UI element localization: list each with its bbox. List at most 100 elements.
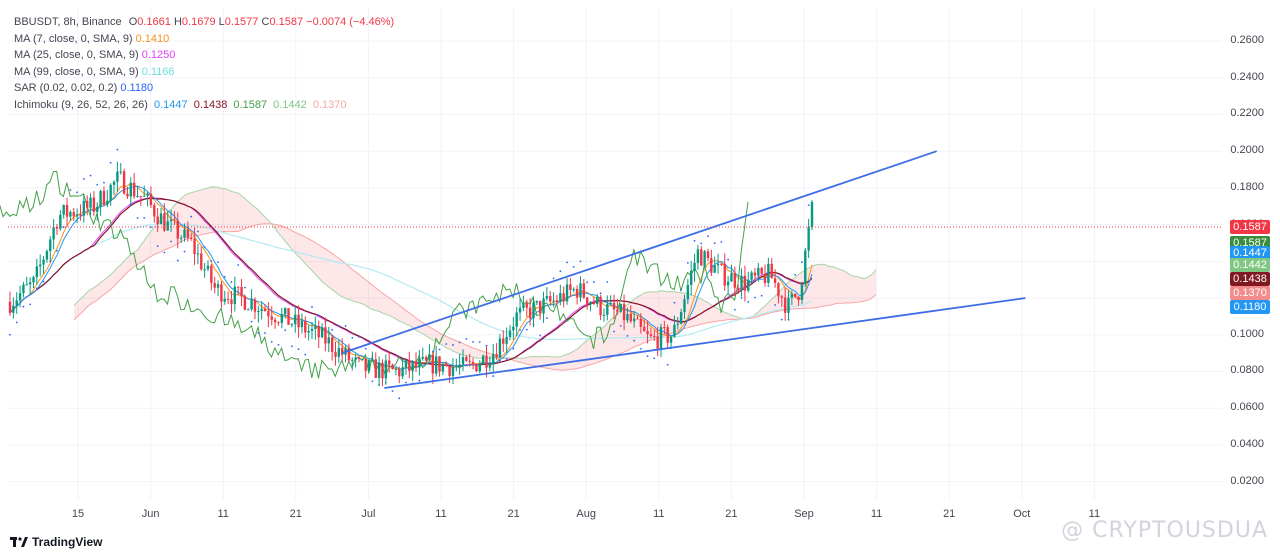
- candle-body: [280, 314, 284, 323]
- candle-body: [599, 296, 602, 316]
- candle-body: [314, 325, 317, 329]
- sar-dot: [358, 335, 360, 338]
- ichimoku-row[interactable]: Ichimoku (9, 26, 52, 26, 26) 0.1447 0.14…: [14, 97, 394, 114]
- candle-body: [495, 354, 498, 358]
- candle-body: [49, 239, 52, 252]
- candle-body: [693, 262, 696, 271]
- candle-body: [424, 357, 428, 361]
- ma99-value: 0.1166: [141, 65, 175, 78]
- candle-body: [65, 205, 69, 217]
- price-axis-tick: 0.2200: [1230, 107, 1264, 120]
- candle-body: [559, 293, 562, 303]
- candle-body: [226, 298, 230, 300]
- low-label: L: [218, 16, 225, 28]
- candle-body: [723, 264, 726, 286]
- candle-body: [287, 308, 290, 325]
- candle-body: [203, 269, 206, 271]
- candle-body: [445, 363, 448, 367]
- candle-body: [156, 216, 159, 225]
- sar-dot: [774, 304, 776, 306]
- candle-body: [55, 227, 59, 229]
- sar-dot: [270, 340, 273, 343]
- sar-dot: [351, 336, 354, 339]
- time-axis-tick: Jul: [361, 508, 376, 520]
- sar-dot: [492, 375, 495, 377]
- candle-body: [538, 300, 542, 314]
- ma99-row[interactable]: MA (99, close, 0, SMA, 9) 0.1166: [14, 64, 394, 81]
- sar-dot: [458, 341, 461, 344]
- sar-dot: [391, 390, 394, 392]
- sar-dot: [680, 289, 683, 291]
- candle-body: [179, 237, 183, 239]
- candle-body: [401, 367, 404, 377]
- candle-body: [669, 336, 673, 343]
- candle-body: [790, 293, 794, 298]
- price-axis-tick: 0.2600: [1230, 34, 1264, 47]
- candle-body: [757, 267, 760, 276]
- sar-dot: [337, 324, 340, 327]
- candle-body: [139, 195, 143, 197]
- tradingview-logo[interactable]: TradingView: [10, 535, 102, 549]
- tradingview-icon: [10, 537, 28, 547]
- ma7-row[interactable]: MA (7, close, 0, SMA, 9) 0.1410: [14, 31, 394, 48]
- candle-body: [270, 316, 273, 320]
- candle-body: [733, 273, 737, 288]
- price-axis-tick: 0.0200: [1230, 474, 1264, 487]
- ma25-row[interactable]: MA (25, close, 0, SMA, 9) 0.1250: [14, 47, 394, 64]
- candle-body: [89, 197, 92, 208]
- sar-dot: [733, 308, 736, 311]
- sar-dot: [42, 280, 45, 283]
- candle-body: [767, 263, 770, 283]
- candle-body: [716, 263, 720, 266]
- time-axis-tick: 15: [71, 508, 85, 520]
- candle-body: [310, 328, 314, 331]
- candle-body: [643, 326, 646, 332]
- candle-body: [143, 195, 146, 197]
- candle-body: [307, 330, 310, 333]
- sar-dot: [129, 203, 132, 206]
- candle-body: [32, 277, 35, 283]
- candle-body: [518, 307, 522, 313]
- price-badge: 0.1438: [1230, 272, 1270, 287]
- candle-body: [216, 284, 220, 288]
- sar-dot: [143, 216, 146, 219]
- candle-body: [673, 324, 676, 337]
- candle-body: [176, 220, 179, 239]
- candle-body: [240, 286, 243, 297]
- candle-body: [602, 314, 606, 316]
- candle-body: [428, 354, 431, 361]
- time-axis-tick: Oct: [1013, 508, 1031, 520]
- time-axis-tick: 21: [507, 508, 520, 520]
- candle-body: [666, 327, 669, 343]
- candle-body: [609, 302, 612, 305]
- candle-body: [236, 286, 240, 288]
- sar-row[interactable]: SAR (0.02, 0.02, 0.2) 0.1180: [14, 80, 394, 97]
- time-axis-tick: 21: [725, 508, 738, 520]
- sar-dot: [700, 242, 703, 245]
- price-badge: 0.1447: [1230, 245, 1270, 260]
- time-axis-tick: 11: [870, 508, 883, 520]
- candle-body: [384, 360, 388, 379]
- candle-body: [592, 302, 596, 304]
- candle-body: [458, 364, 461, 367]
- candle-body: [146, 193, 149, 196]
- sar-dot: [364, 347, 367, 350]
- candle-body: [243, 296, 247, 310]
- time-axis-tick: 21: [289, 508, 302, 520]
- candle-body: [646, 331, 649, 335]
- sar-dot: [109, 161, 112, 164]
- sar-dot: [35, 287, 38, 290]
- sar-dot: [371, 380, 374, 383]
- candle-body: [404, 360, 408, 368]
- price-axis-tick: 0.1800: [1230, 180, 1264, 193]
- sar-dot: [505, 358, 508, 360]
- sar-dot: [438, 348, 441, 351]
- candle-body: [206, 265, 210, 270]
- ichimoku-cloud: [74, 186, 876, 371]
- sar-dot: [646, 355, 649, 358]
- candle-body: [481, 355, 485, 365]
- candle-body: [569, 284, 572, 291]
- candle-body: [367, 360, 371, 371]
- candle-body: [747, 279, 750, 291]
